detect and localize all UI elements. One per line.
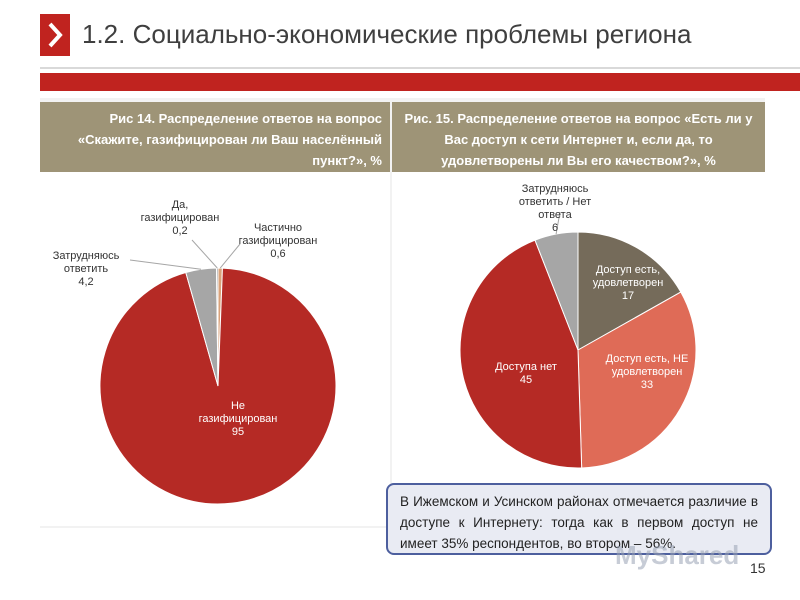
pie15-slice-1 [577,291,697,469]
title-red-bar [40,73,800,91]
slice-value-15-0: 17 [622,290,634,302]
chart-caption-fig15: Рис. 15. Распределение ответов на вопрос… [392,102,765,172]
slice-label-15-0: Доступ есть, удовлетворен 17 [593,264,664,302]
slice-value-14-0: 95 [232,426,244,438]
page-number: 15 [750,560,766,576]
pie-chart-fig15: Доступ есть, удовлетворен 17 Доступ есть, Н… [459,183,697,469]
slice-label-14-2: Да, газифицирован 0,2 [141,199,220,237]
slice-label-14-3: Частично газифицирован 0,6 [239,222,318,260]
pie-chart-fig14: Не газифицирован 95 Затрудняюсь ответить 4,2 Д… [53,199,337,505]
watermark-logo: MyShared [615,540,740,570]
chart-area-fig15: Доступ есть, удовлетворен 17 Доступ есть, Н… [392,172,765,526]
leader-line-14-3 [219,243,241,269]
slice-value-15-2: 45 [520,374,532,386]
slice-value-15-3: 6 [552,222,558,234]
chart-caption-fig14: Рис 14. Распределение ответов на вопрос … [40,102,390,172]
slice-value-14-1: 4,2 [78,276,93,288]
slice-value-14-3: 0,6 [270,248,285,260]
slice-label-14-1: Затрудняюсь ответить 4,2 [53,250,120,288]
leader-line-14-1 [129,259,202,270]
title-chevron-icon [40,14,70,56]
pie15-slice-0 [577,231,682,351]
slice-label-14-0: Не газифицирован 95 [199,400,278,438]
title-divider [40,67,800,69]
pie15-slice-3 [534,231,579,351]
slice-label-15-2: Доступа нет 45 [495,361,557,386]
chart-area-fig14: Не газифицирован 95 Затрудняюсь ответить 4,2 Д… [40,172,390,526]
leader-line-14-2 [191,239,218,269]
leader-line-15-3 [555,211,561,235]
slide-title: 1.2. Социально-экономические проблемы ре… [82,19,692,49]
pie15-slice-2 [459,239,583,469]
slice-value-15-1: 33 [641,379,653,391]
note-box: В Ижемском и Усинском районах отмечается… [386,483,772,555]
slice-label-15-1: Доступ есть, НЕ удовлетворен 33 [606,353,689,391]
slice-label-15-3: Затрудняюсь ответить / Нет ответа 6 [519,183,591,234]
slice-value-14-2: 0,2 [172,225,187,237]
